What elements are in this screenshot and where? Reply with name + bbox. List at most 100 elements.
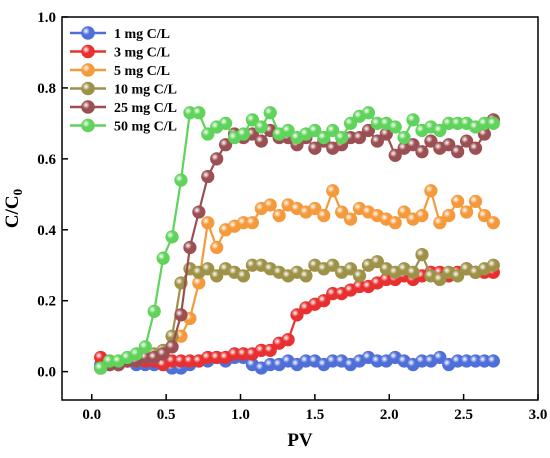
data-point <box>451 269 465 283</box>
data-point <box>272 208 286 223</box>
data-point <box>308 141 322 155</box>
data-point <box>299 269 313 283</box>
legend: 1 mg C/L 3 mg C/L 5 mg C/L 10 mg C/L 25 mg C… <box>70 26 177 135</box>
data-point <box>308 123 322 138</box>
series-5 <box>94 113 500 375</box>
legend-marker <box>81 100 95 114</box>
data-point <box>361 106 376 120</box>
data-point <box>486 258 500 272</box>
data-point <box>192 106 206 120</box>
x-tick-label: 1.5 <box>306 407 325 423</box>
data-point <box>245 216 259 230</box>
data-point <box>352 269 367 283</box>
data-point <box>326 184 340 198</box>
data-point <box>94 361 108 375</box>
data-point <box>477 208 492 223</box>
data-point <box>147 304 161 318</box>
legend-label: 3 mg C/L <box>114 46 170 61</box>
data-point <box>442 208 456 223</box>
y-tick-label: 0.4 <box>37 223 56 239</box>
data-point <box>451 145 465 159</box>
legend-marker <box>81 81 95 96</box>
data-point <box>486 116 500 130</box>
data-point <box>201 216 215 230</box>
legend-marker <box>81 118 95 133</box>
data-point <box>343 262 358 276</box>
data-point <box>317 208 331 223</box>
x-tick-label: 3.0 <box>529 407 548 423</box>
legend-marker <box>81 44 95 59</box>
data-point <box>451 194 465 209</box>
data-point <box>388 120 402 134</box>
data-point <box>415 208 429 223</box>
data-point <box>281 123 295 138</box>
data-point <box>370 255 384 269</box>
legend-item: 10 mg C/L <box>70 81 177 98</box>
data-point <box>290 308 304 322</box>
data-point <box>468 194 483 209</box>
data-point <box>424 134 438 148</box>
series-6 <box>94 106 500 375</box>
data-point <box>388 148 402 162</box>
data-point <box>201 262 215 276</box>
data-point <box>406 113 420 127</box>
data-point <box>236 269 251 283</box>
y-axis-title: C/C0 <box>2 189 25 228</box>
legend-marker <box>81 63 95 77</box>
data-point <box>424 184 438 198</box>
y-tick-label: 1.0 <box>37 10 56 26</box>
data-point <box>486 216 500 230</box>
data-point <box>415 145 429 159</box>
data-point <box>317 130 331 145</box>
data-point <box>406 138 420 152</box>
data-point <box>210 240 224 255</box>
data-point <box>460 134 474 148</box>
data-point <box>486 354 500 368</box>
data-point <box>165 340 179 354</box>
data-point <box>201 127 215 141</box>
data-point <box>201 169 215 184</box>
data-point <box>406 265 420 279</box>
ticks-layer: 0.0 0.5 1.0 1.5 2.0 2.5 3.0 0.0 0.2 0.4 0.6 0.8 1.0 <box>37 10 547 423</box>
legend-item: 3 mg C/L <box>70 44 170 61</box>
data-point <box>442 138 456 152</box>
data-point <box>174 173 188 187</box>
data-point <box>352 130 367 145</box>
data-point <box>370 134 384 148</box>
data-point <box>397 130 411 145</box>
data-point <box>254 134 268 148</box>
series-layer <box>94 106 500 375</box>
x-tick-label: 2.0 <box>380 407 399 423</box>
data-point <box>397 205 411 219</box>
data-point <box>281 333 295 347</box>
x-axis-title: PV <box>287 430 313 451</box>
data-point <box>343 116 358 130</box>
data-point <box>210 152 224 166</box>
legend-item: 1 mg C/L <box>70 26 170 42</box>
data-point <box>156 347 170 361</box>
data-point <box>236 127 251 141</box>
y-tick-label: 0.8 <box>37 81 56 97</box>
data-point <box>245 113 259 127</box>
legend-item: 5 mg C/L <box>70 63 170 79</box>
data-point <box>138 340 152 354</box>
data-point <box>335 130 349 145</box>
data-point <box>335 205 349 219</box>
plot-frame <box>61 16 539 401</box>
y-tick-label: 0.0 <box>37 365 56 381</box>
data-point <box>343 212 358 226</box>
data-point <box>165 230 179 244</box>
y-axis-title-main: C/C <box>2 195 23 228</box>
legend-label: 50 mg C/L <box>114 120 177 135</box>
data-point <box>361 123 376 138</box>
data-point <box>326 258 340 272</box>
data-point <box>388 216 402 230</box>
data-point <box>263 106 277 120</box>
data-point <box>326 123 340 138</box>
data-point <box>219 116 233 130</box>
data-point <box>433 123 447 138</box>
x-tick-label: 1.0 <box>231 407 250 423</box>
data-point <box>317 294 331 308</box>
legend-label: 1 mg C/L <box>114 27 170 42</box>
